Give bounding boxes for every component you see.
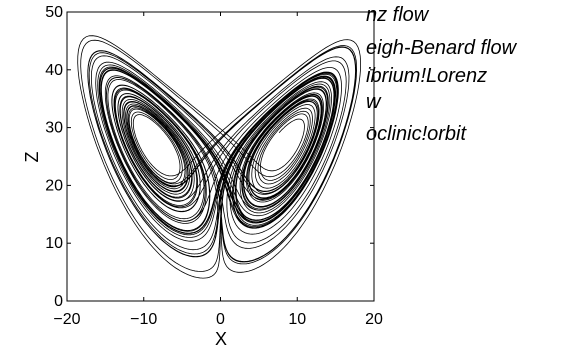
tick-group: −20 −10 0 10 20 0 10 20 30 40 50 <box>45 4 383 328</box>
y-axis-label: Z <box>22 152 42 163</box>
overlay-line-4: w <box>366 91 582 125</box>
x-tick-label: −10 <box>130 311 157 328</box>
overlay-text-5: oclinic!orbit <box>366 123 467 145</box>
overlay-text-4: w <box>366 91 381 113</box>
y-tick-label: 30 <box>45 120 63 137</box>
y-tick-label: 10 <box>45 235 63 252</box>
x-tick-label: 20 <box>365 311 383 328</box>
x-tick-label: −20 <box>53 311 80 328</box>
overlay-line-3: ibrium!Lorenz <box>366 65 582 99</box>
x-axis-label: X <box>215 329 227 349</box>
overlay-text-1: nz flow <box>366 4 429 26</box>
overlay-line-1: nz flow <box>366 4 582 38</box>
y-tick-label: 0 <box>54 293 63 310</box>
y-tick-label: 50 <box>45 4 63 21</box>
trajectory-group <box>77 35 361 279</box>
overlay-text-3: ibrium!Lorenz <box>366 65 488 87</box>
lorenz-trajectory-line <box>77 35 361 279</box>
y-tick-label: 40 <box>45 62 63 79</box>
overlay-text-2: eigh-Benard flow <box>366 37 517 59</box>
overlay-line-5: oclinic!orbit <box>366 123 582 157</box>
y-tick-label: 20 <box>45 177 63 194</box>
overlay-line-2: eigh-Benard flow <box>366 37 582 71</box>
x-tick-label: 0 <box>216 311 225 328</box>
x-tick-label: 10 <box>288 311 306 328</box>
